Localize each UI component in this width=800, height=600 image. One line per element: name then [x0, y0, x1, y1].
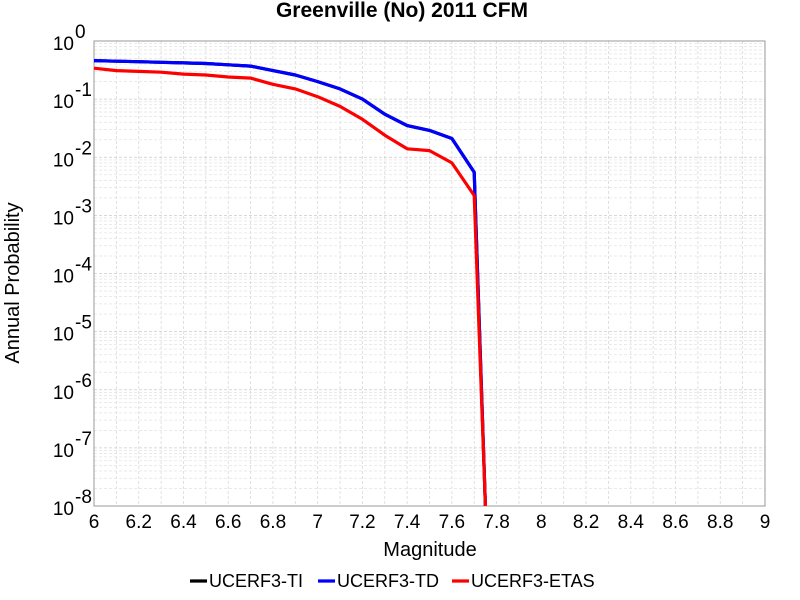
x-axis-title: Magnitude	[383, 539, 476, 561]
series-line-ucerf3-td	[93, 59, 487, 507]
x-tick-label: 8.8	[707, 512, 733, 533]
y-tick-exponent: -7	[75, 429, 92, 450]
chart-title: Greenville (No) 2011 CFM	[276, 0, 528, 22]
y-tick-label: 10	[53, 499, 74, 520]
y-tick-label: 10	[53, 208, 74, 229]
series-layer	[93, 59, 487, 507]
y-tick-label: 10	[53, 34, 74, 55]
y-tick-base: 10	[53, 150, 74, 171]
x-tick-label: 6	[89, 512, 100, 533]
x-tick-label: 8.2	[573, 512, 599, 533]
y-tick-label: 10	[53, 150, 74, 171]
x-tick-label: 6.6	[215, 512, 241, 533]
x-tick-label: 7.4	[394, 512, 421, 533]
y-tick-exponent: 0	[75, 22, 86, 43]
x-tick-label: 6.8	[260, 512, 286, 533]
series-line-ucerf3-etas	[93, 66, 487, 507]
y-tick-base: 10	[53, 92, 74, 113]
y-tick-exponent: -6	[75, 371, 92, 392]
plot-frame	[93, 40, 766, 507]
y-tick-label: 10	[53, 267, 74, 288]
y-tick-exponent: -4	[75, 255, 92, 276]
y-tick-base: 10	[53, 383, 74, 404]
x-tick-label: 6.4	[170, 512, 197, 533]
y-tick-base: 10	[53, 441, 74, 462]
y-tick-base: 10	[53, 208, 74, 229]
y-tick-exponent: -5	[75, 313, 92, 334]
x-tick-label: 8.6	[662, 512, 688, 533]
y-axis-title: Annual Probability	[2, 202, 24, 363]
x-tick-label: 9	[760, 512, 771, 533]
x-tick-label: 7	[312, 512, 323, 533]
grid	[93, 41, 766, 507]
legend: UCERF3-TI UCERF3-TD UCERF3-ETAS	[190, 571, 595, 591]
x-tick-label: 8	[536, 512, 547, 533]
legend-label-ucerf3-ti: UCERF3-TI	[209, 571, 303, 591]
y-tick-base: 10	[53, 499, 74, 520]
y-tick-base: 10	[53, 325, 74, 346]
x-tick-label: 7.2	[349, 512, 375, 533]
y-tick-label: 10	[53, 441, 74, 462]
x-tick-label: 6.2	[126, 512, 152, 533]
x-tick-label: 7.8	[483, 512, 509, 533]
y-tick-exponent: -1	[75, 80, 92, 101]
x-tick-label: 8.4	[618, 512, 645, 533]
y-tick-exponent: -3	[75, 196, 92, 217]
y-tick-label: 10	[53, 92, 74, 113]
legend-label-ucerf3-etas: UCERF3-ETAS	[471, 571, 595, 591]
legend-label-ucerf3-td: UCERF3-TD	[337, 571, 439, 591]
x-tick-label: 7.6	[439, 512, 465, 533]
y-tick-exponent: -2	[75, 138, 92, 159]
y-tick-base: 10	[53, 267, 74, 288]
y-tick-base: 10	[53, 34, 74, 55]
x-tick-labels: 6 6.2 6.4 6.6 6.8 7 7.2 7.4 7.6 7.8 8 8.2 8.4 8.6 8.8 9	[89, 512, 771, 533]
y-tick-label: 10	[53, 325, 74, 346]
y-tick-label: 10	[53, 383, 74, 404]
y-tick-exponent: -8	[75, 487, 92, 508]
